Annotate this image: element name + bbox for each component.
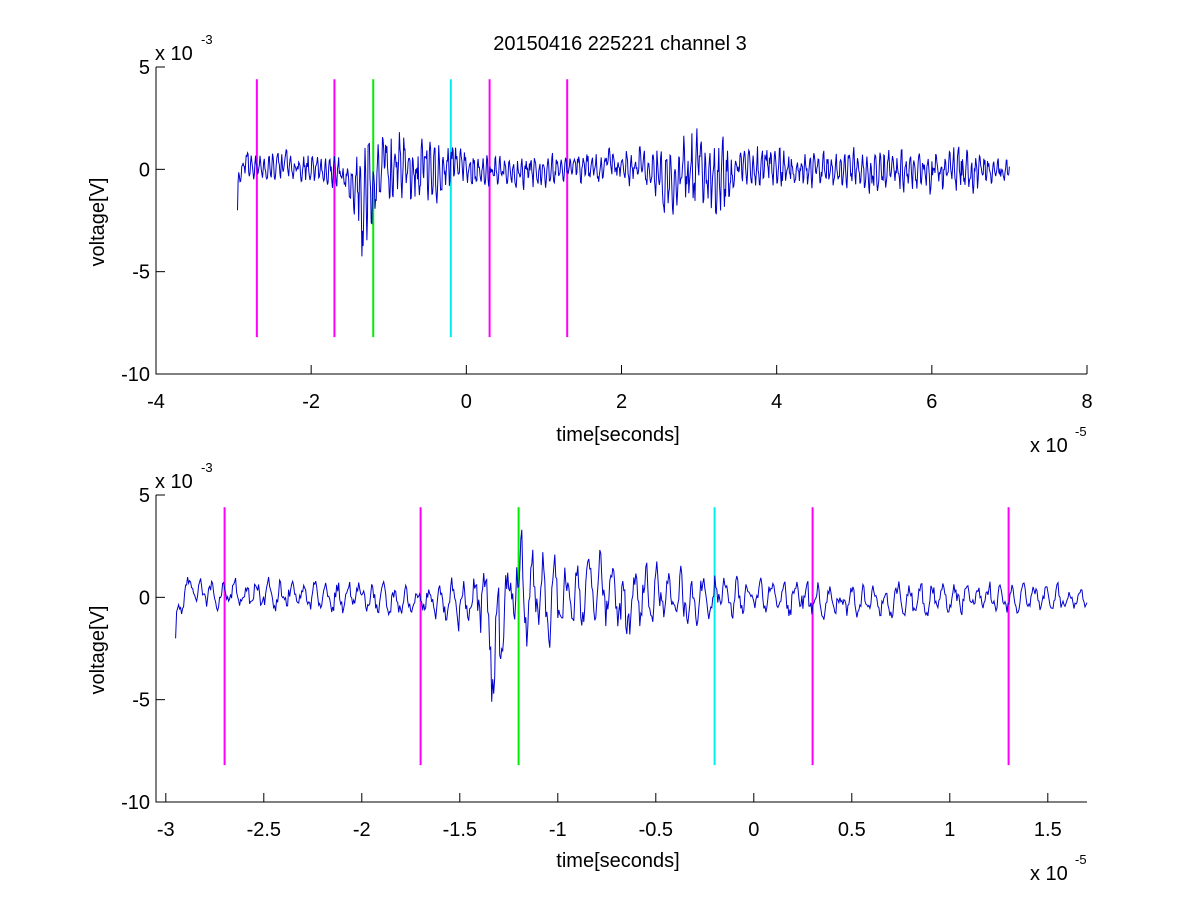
x-tick-label: -0.5	[639, 819, 673, 841]
top-subplot: x 10 -3 x 10 -5 time[seconds] voltage[V]…	[87, 32, 1093, 457]
y-tick-label: 0	[139, 159, 150, 181]
top-signal-line	[237, 128, 1010, 257]
y-tick-label: -5	[132, 262, 150, 284]
y-tick-label: -5	[132, 690, 150, 712]
x-tick-label: 8	[1081, 391, 1092, 413]
top-y-exponent: -3	[201, 32, 213, 47]
chart-title: 20150416 225221 channel 3	[493, 33, 747, 55]
top-vertical-markers	[255, 79, 569, 338]
bottom-y-axis-label: voltage[V]	[87, 606, 109, 695]
bottom-y-exponent: -3	[201, 460, 213, 475]
x-tick-label: 0.5	[838, 819, 866, 841]
x-tick-label: -2	[302, 391, 320, 413]
x-tick-label: 2	[616, 391, 627, 413]
top-x-ticks: -4 -2 0 2 4 6 8	[147, 365, 1093, 413]
top-y-axis-label: voltage[V]	[87, 178, 109, 267]
bottom-subplot: x 10 -3 x 10 -5 time[seconds] voltage[V]…	[87, 460, 1088, 885]
x-tick-label: -1.5	[443, 819, 477, 841]
bottom-x-exponent: -5	[1075, 852, 1087, 867]
x-tick-label: 0	[461, 391, 472, 413]
y-tick-label: 5	[139, 485, 150, 507]
y-tick-label: -10	[121, 792, 150, 814]
x-tick-label: -2.5	[247, 819, 281, 841]
top-y-multiplier: x 10	[155, 43, 193, 65]
bottom-y-multiplier: x 10	[155, 471, 193, 493]
x-tick-label: 1.5	[1034, 819, 1062, 841]
top-y-ticks: -10 -5 0 5	[121, 57, 165, 386]
x-tick-label: -3	[157, 819, 175, 841]
top-x-exponent: -5	[1075, 424, 1087, 439]
x-tick-label: -4	[147, 391, 165, 413]
y-tick-label: 0	[139, 587, 150, 609]
x-tick-label: 0	[748, 819, 759, 841]
bottom-x-multiplier: x 10	[1030, 863, 1068, 885]
bottom-y-ticks: -10 -5 0 5	[121, 485, 165, 814]
bottom-signal-line	[175, 529, 1088, 702]
x-tick-label: 6	[926, 391, 937, 413]
bottom-x-axis-label: time[seconds]	[556, 850, 679, 872]
y-tick-label: -10	[121, 364, 150, 386]
x-tick-label: 4	[771, 391, 782, 413]
x-tick-label: 1	[944, 819, 955, 841]
x-tick-label: -1	[549, 819, 567, 841]
top-x-axis-label: time[seconds]	[556, 424, 679, 446]
x-tick-label: -2	[353, 819, 371, 841]
bottom-vertical-markers	[223, 507, 1010, 766]
top-x-multiplier: x 10	[1030, 435, 1068, 457]
bottom-x-ticks: -3 -2.5 -2 -1.5 -1 -0.5 0 0.5 1 1.5	[157, 793, 1062, 841]
top-axes-frame	[155, 67, 1087, 375]
y-tick-label: 5	[139, 57, 150, 79]
bottom-axes-frame	[155, 495, 1087, 803]
